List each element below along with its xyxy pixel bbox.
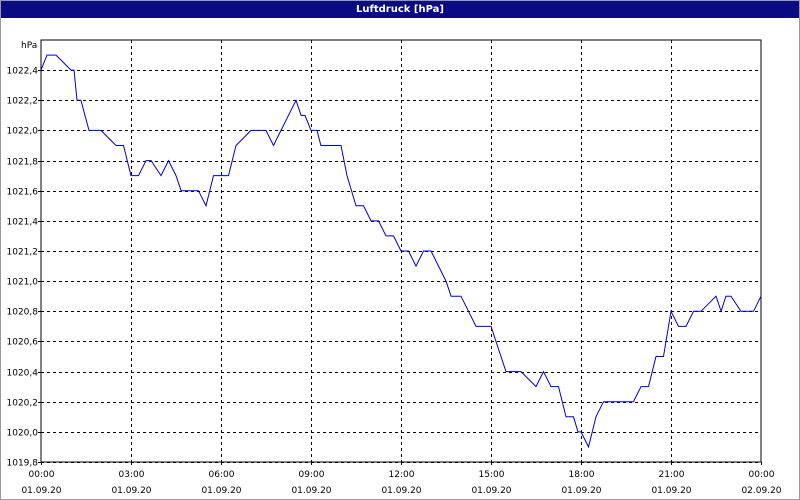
x-axis-ticks: 00:00 01.09.20 03:00 01.09.20 06:00 01.09.20 0… [21, 462, 782, 496]
x-tick-label-date: 01.09.20 [111, 486, 151, 496]
x-tick-label-date: 01.09.20 [561, 486, 601, 496]
y-tick-label: 1021,0 [7, 278, 39, 288]
series-line [40, 54, 762, 449]
y-tick-label: 1021,8 [7, 158, 39, 168]
x-tick-label-time: 12:00 [389, 470, 415, 480]
x-tick-label-time: 06:00 [209, 470, 235, 480]
y-tick-label: 1021,2 [7, 248, 39, 258]
y-tick-label: 1022,0 [7, 127, 39, 137]
x-tick-label-date: 02.09.20 [741, 486, 781, 496]
y-tick-label: 1021,4 [7, 218, 39, 228]
x-tick-label-time: 21:00 [659, 470, 685, 480]
x-tick-label-time: 00:00 [749, 470, 775, 480]
x-tick-label-date: 01.09.20 [471, 486, 511, 496]
y-tick-label: 1020,6 [7, 338, 39, 348]
x-tick-label-date: 01.09.20 [651, 486, 691, 496]
x-tick-label-date: 01.09.20 [291, 486, 331, 496]
x-tick-label-date: 01.09.20 [381, 486, 421, 496]
y-axis-unit-label: hPa [21, 41, 37, 51]
y-tick-label: 1022,2 [7, 97, 39, 107]
y-tick-label: 1020,8 [7, 308, 39, 318]
x-tick-label-time: 15:00 [479, 470, 505, 480]
x-tick-label-time: 00:00 [29, 470, 55, 480]
chart-title: Luftdruck [hPa] [1, 1, 799, 18]
y-tick-label: 1020,0 [7, 429, 39, 439]
y-tick-label: 1020,2 [7, 399, 39, 409]
x-tick-label-time: 03:00 [119, 470, 145, 480]
y-tick-label: 1021,6 [7, 188, 39, 198]
y-tick-label: 1020,4 [7, 369, 39, 379]
x-tick-label-date: 01.09.20 [21, 486, 61, 496]
x-tick-label-date: 01.09.20 [201, 486, 241, 496]
y-tick-label: 1019,8 [7, 459, 39, 469]
y-tick-label: 1022,4 [7, 67, 39, 77]
x-tick-label-time: 18:00 [569, 470, 595, 480]
x-tick-label-time: 09:00 [299, 470, 325, 480]
y-axis-ticks: 1019,8 1020,0 1020,2 1020,4 1020,6 1020,8 1021… [7, 67, 41, 469]
